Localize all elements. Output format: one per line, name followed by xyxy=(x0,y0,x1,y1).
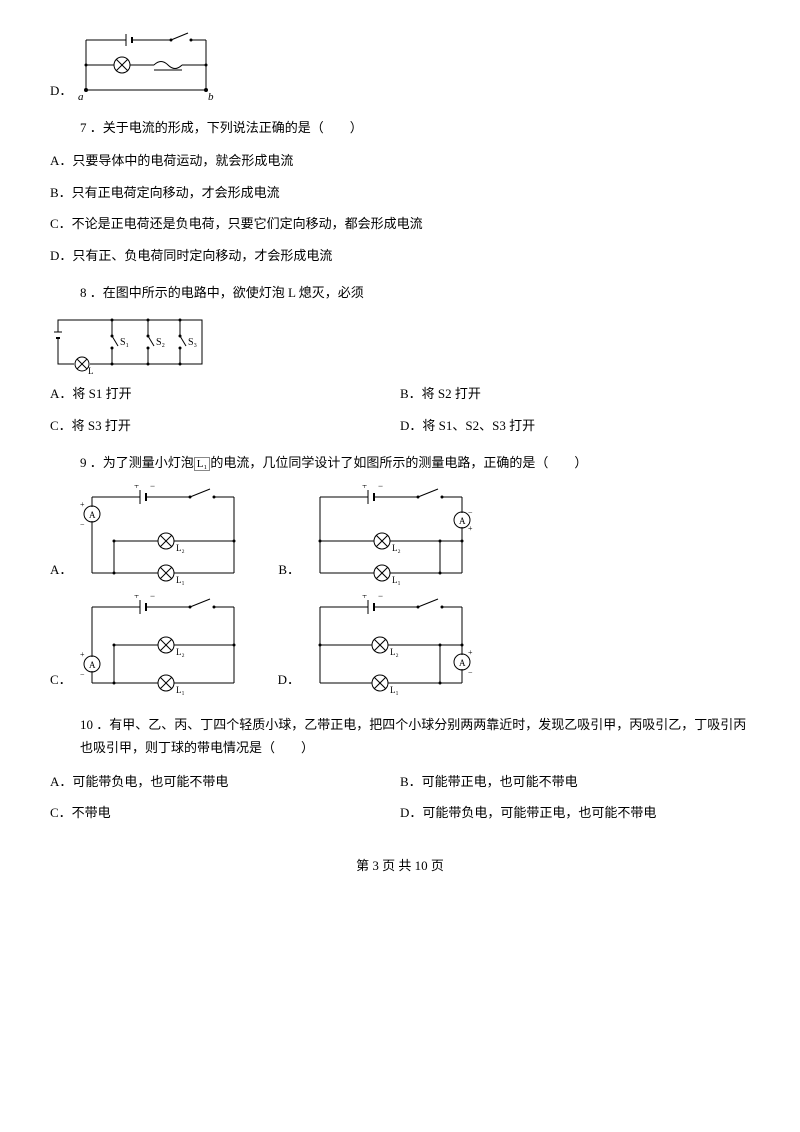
q10-option-d: D．可能带负电，可能带正电，也可能不带电 xyxy=(400,801,750,824)
q10-option-a: A．可能带负电，也可能不带电 xyxy=(50,770,400,793)
svg-text:+: + xyxy=(468,524,473,533)
q9-option-c: C． + − L₂ A + − L₁ xyxy=(50,595,248,695)
q9-circuit-b-icon: + − A − + L₂ L₁ xyxy=(306,485,476,585)
svg-text:+: + xyxy=(362,595,367,601)
svg-text:+: + xyxy=(468,648,473,657)
svg-text:+: + xyxy=(362,485,367,491)
svg-text:A: A xyxy=(459,658,466,668)
svg-text:A: A xyxy=(459,516,466,526)
svg-text:L₁: L₁ xyxy=(176,685,185,695)
svg-text:S₂: S₂ xyxy=(156,337,165,348)
q8-option-d: D．将 S1、S2、S3 打开 xyxy=(400,414,750,437)
svg-text:−: − xyxy=(80,520,85,529)
option-label: D． xyxy=(50,79,72,102)
q7-option-d: D．只有正、负电荷同时定向移动，才会形成电流 xyxy=(50,244,750,267)
q10-option-b: B．可能带正电，也可能不带电 xyxy=(400,770,750,793)
svg-text:+: + xyxy=(80,650,85,659)
q8-option-a: A．将 S1 打开 xyxy=(50,382,400,405)
q9-circuit-c-icon: + − L₂ A + − L₁ xyxy=(78,595,248,695)
page-footer: 第 3 页 共 10 页 xyxy=(50,854,750,877)
svg-text:−: − xyxy=(378,485,383,491)
q9-lead-pre: 9 ．为了测量小灯泡 xyxy=(80,455,194,470)
q10-lead: 10 ．有甲、乙、丙、丁四个轻质小球，乙带正电，把四个小球分别两两靠近时，发现乙… xyxy=(80,713,750,760)
circuit-d-icon: a b xyxy=(76,30,216,102)
svg-text:L₂: L₂ xyxy=(176,543,185,553)
svg-text:L₂: L₂ xyxy=(392,543,401,553)
q9-option-d: D． + − L₂ A + − L₁ xyxy=(278,595,476,695)
q9-option-b: B． + − A − + L₂ L₁ xyxy=(278,485,476,585)
q9-lead: 9 ．为了测量小灯泡L₁的电流，几位同学设计了如图所示的测量电路，正确的是（ ） xyxy=(80,451,750,475)
svg-text:L₂: L₂ xyxy=(176,647,185,657)
q7-option-b: B．只有正电荷定向移动，才会形成电流 xyxy=(50,181,750,204)
svg-text:+: + xyxy=(80,500,85,509)
q7-lead: 7 ．关于电流的形成，下列说法正确的是（ ） xyxy=(80,116,750,139)
svg-text:L₁: L₁ xyxy=(392,575,401,585)
q10-option-c: C．不带电 xyxy=(50,801,400,824)
svg-text:L₂: L₂ xyxy=(390,647,399,657)
q9-circuit-d-icon: + − L₂ A + − L₁ xyxy=(306,595,476,695)
svg-text:S₁: S₁ xyxy=(120,337,129,348)
q8-option-c: C．将 S3 打开 xyxy=(50,414,400,437)
option-label: B． xyxy=(278,558,300,585)
q9-lead-post: 的电流，几位同学设计了如图所示的测量电路，正确的是（ ） xyxy=(210,455,587,470)
svg-text:L₁: L₁ xyxy=(390,685,399,695)
svg-text:−: − xyxy=(468,508,473,517)
q8-lead: 8 ．在图中所示的电路中，欲使灯泡 L 熄灭，必须 xyxy=(80,281,750,304)
q8-figure: S₁ S₂ S₃ L xyxy=(50,314,750,374)
svg-text:S₃: S₃ xyxy=(188,337,197,348)
svg-text:−: − xyxy=(150,595,155,601)
svg-text:L₁: L₁ xyxy=(176,575,185,585)
svg-text:A: A xyxy=(89,660,96,670)
terminal-b-label: b xyxy=(208,91,214,102)
q9-lead-l1: L₁ xyxy=(194,457,211,471)
option-label: C． xyxy=(50,668,72,695)
q9-circuit-a-icon: + − A + − L₂ L₁ xyxy=(78,485,248,585)
svg-text:+: + xyxy=(134,595,139,601)
q7-option-a: A．只要导体中的电荷运动，就会形成电流 xyxy=(50,149,750,172)
q6-option-d: D． a b xyxy=(50,30,750,102)
q8-option-b: B．将 S2 打开 xyxy=(400,382,750,405)
svg-text:−: − xyxy=(468,668,473,677)
q9-option-a: A． + − A + − L₂ xyxy=(50,485,248,585)
q7-option-c: C．不论是正电荷还是负电荷，只要它们定向移动，都会形成电流 xyxy=(50,212,750,235)
svg-text:A: A xyxy=(89,510,96,520)
svg-text:+: + xyxy=(134,485,139,491)
option-label: A． xyxy=(50,558,72,585)
svg-text:−: − xyxy=(378,595,383,601)
svg-text:−: − xyxy=(150,485,155,491)
svg-text:−: − xyxy=(80,670,85,679)
terminal-a-label: a xyxy=(78,91,84,102)
svg-text:L: L xyxy=(88,366,94,374)
q8-circuit-icon: S₁ S₂ S₃ L xyxy=(50,314,210,374)
option-label: D． xyxy=(278,668,300,695)
